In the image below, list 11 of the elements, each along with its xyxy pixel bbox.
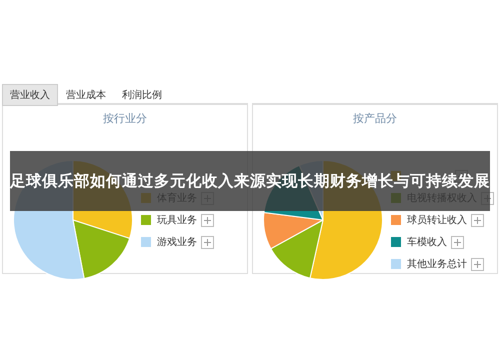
text: 利润比例 [121,88,163,103]
legend-label: 游戏业务 [157,236,197,249]
text: 营业收入 [2,84,58,106]
legend-label: 玩具业务 [157,214,197,227]
text: 按产品分 [352,111,398,126]
legend-label: 球员转让收入 [407,214,467,227]
legend-label: 其他业务总计 [407,258,467,271]
text: 足球俱乐部如何通过多元化收入来源实现长期财务增长与可持续发展 [10,172,490,190]
chart-title: 按行业分 [102,111,148,126]
legend-label: 车模收入 [407,236,447,249]
text: 营业成本 [65,88,107,103]
